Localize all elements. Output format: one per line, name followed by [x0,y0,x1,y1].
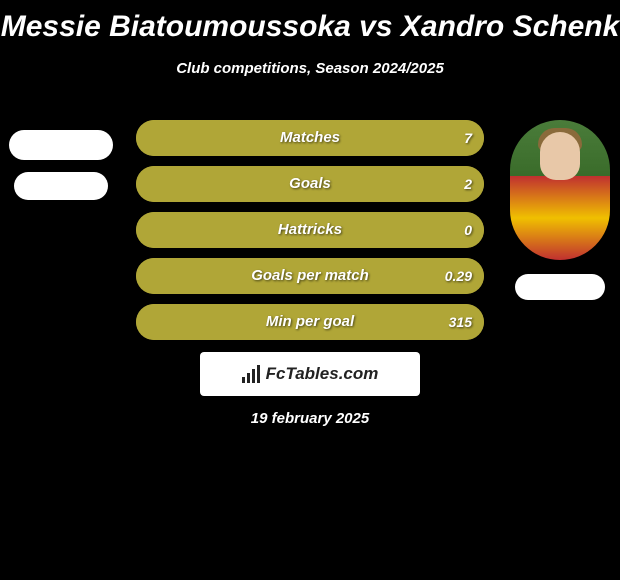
player1-column [6,120,116,212]
player2-column [508,120,612,312]
stat-bar: Hattricks0 [136,212,484,248]
stat-value-player2: 0 [464,212,472,248]
stat-label: Min per goal [136,304,484,340]
player2-photo-head [540,132,580,180]
player2-name-title: Xandro Schenk [401,10,619,43]
stat-label: Hattricks [136,212,484,248]
stat-label: Matches [136,120,484,156]
site-logo: FcTables.com [200,352,420,396]
stat-bar: Matches7 [136,120,484,156]
stat-label: Goals per match [136,258,484,294]
player1-name-title: Messie Biatoumoussoka [1,10,351,43]
stat-value-player2: 2 [464,166,472,202]
logo-chart-icon [242,365,260,383]
stat-bar: Min per goal315 [136,304,484,340]
vs-text: vs [359,10,392,43]
stats-container: Matches7Goals2Hattricks0Goals per match0… [136,120,484,350]
subtitle: Club competitions, Season 2024/2025 [0,60,620,77]
player2-pill [515,274,605,300]
stat-bar: Goals2 [136,166,484,202]
stat-bar: Goals per match0.29 [136,258,484,294]
stat-value-player2: 7 [464,120,472,156]
comparison-title: Messie Biatoumoussoka vs Xandro Schenk [0,0,620,44]
logo-text: FcTables.com [266,364,379,384]
player1-pill-1 [9,130,113,160]
stat-value-player2: 0.29 [445,258,472,294]
snapshot-date: 19 february 2025 [0,410,620,427]
stat-value-player2: 315 [449,304,472,340]
player1-pill-2 [14,172,108,200]
stat-label: Goals [136,166,484,202]
player2-photo [510,120,610,260]
